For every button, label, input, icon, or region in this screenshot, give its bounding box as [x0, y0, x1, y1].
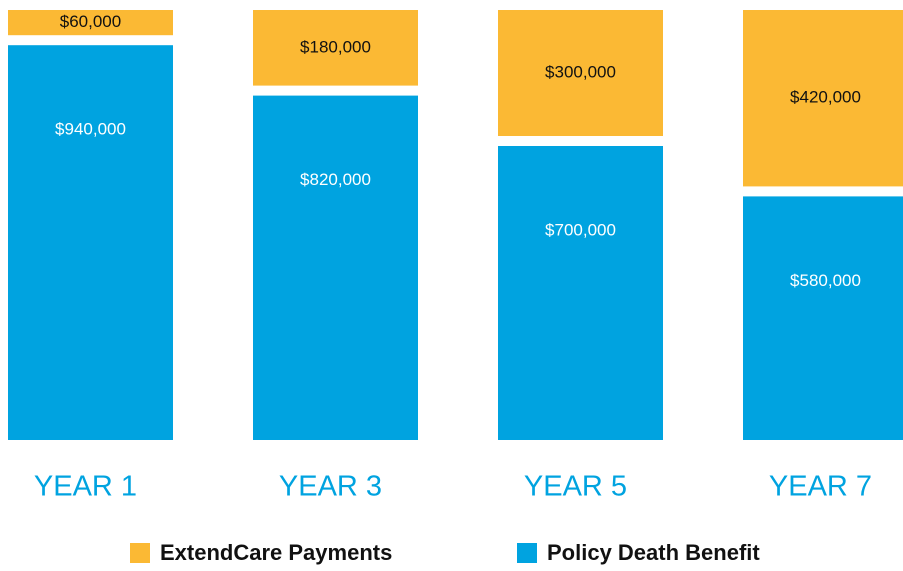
bar-segment: [743, 10, 903, 187]
value-label: $300,000: [545, 62, 616, 81]
category-label: YEAR 5: [524, 471, 627, 503]
bar-segment: [498, 146, 663, 440]
category-label: YEAR 1: [34, 471, 137, 503]
bar-segment: [498, 10, 663, 136]
value-label: $180,000: [300, 37, 371, 56]
legend-label: Policy Death Benefit: [547, 540, 760, 565]
value-label: $60,000: [60, 12, 121, 31]
bar-segment: [8, 10, 173, 36]
legend-swatch: [130, 543, 150, 563]
value-label: $820,000: [300, 170, 371, 189]
bar-segment: [8, 45, 173, 440]
value-label: $580,000: [790, 271, 861, 290]
legend-swatch: [517, 543, 537, 563]
value-label: $940,000: [55, 120, 126, 139]
legend-label: ExtendCare Payments: [160, 540, 392, 565]
category-label: YEAR 3: [279, 471, 382, 503]
bar-segment: [253, 10, 418, 86]
value-label: $420,000: [790, 88, 861, 107]
category-label: YEAR 7: [769, 471, 872, 503]
bar-segment: [253, 95, 418, 440]
bar-segment: [743, 196, 903, 440]
value-label: $700,000: [545, 220, 616, 239]
